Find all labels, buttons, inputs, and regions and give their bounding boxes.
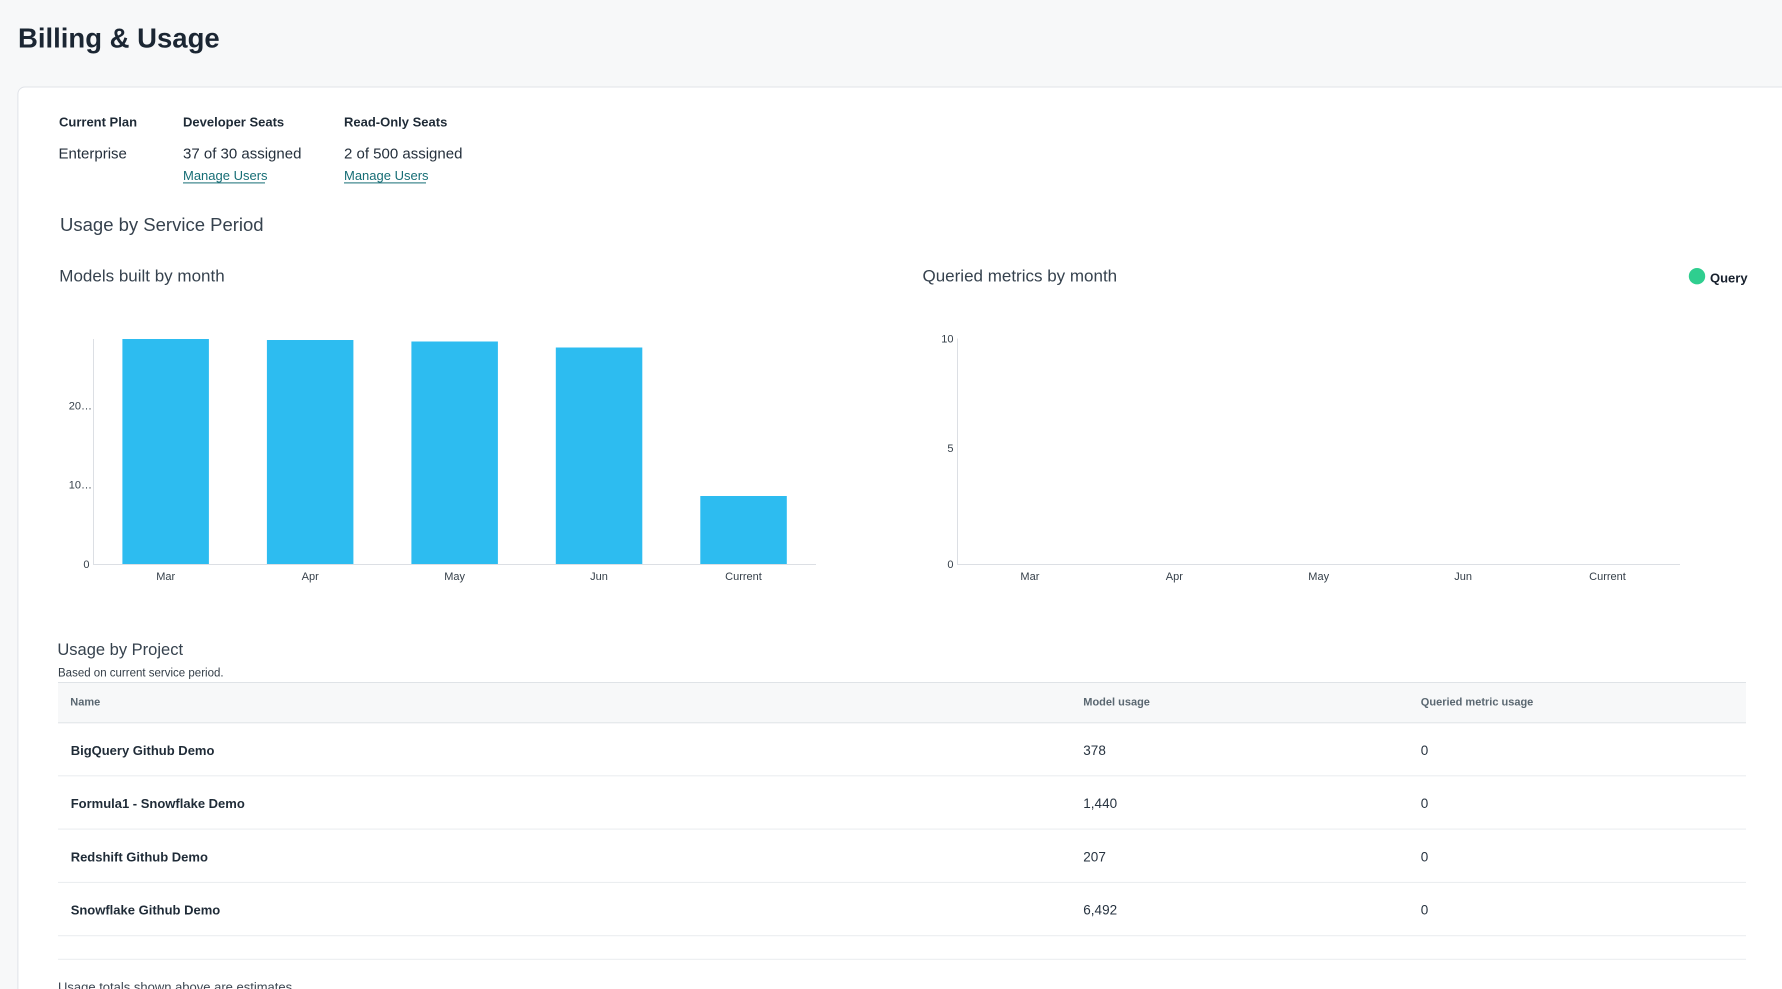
svg-text:5: 5 xyxy=(947,443,953,455)
svg-text:Manage Users: Manage Users xyxy=(344,168,429,183)
svg-text:Apr: Apr xyxy=(1166,571,1183,583)
svg-text:0: 0 xyxy=(1421,796,1429,811)
svg-text:378: 378 xyxy=(1083,743,1106,758)
svg-text:Mar: Mar xyxy=(1020,571,1039,583)
svg-text:Query: Query xyxy=(1710,271,1748,286)
svg-text:Jun: Jun xyxy=(1454,571,1472,583)
svg-text:0: 0 xyxy=(947,559,953,571)
svg-text:Based on current service perio: Based on current service period. xyxy=(58,667,224,679)
svg-text:Queried metric usage: Queried metric usage xyxy=(1421,697,1534,709)
svg-text:Usage by Service Period: Usage by Service Period xyxy=(60,214,264,235)
svg-text:May: May xyxy=(444,571,465,583)
svg-text:Billing & Usage: Billing & Usage xyxy=(18,22,220,53)
svg-text:Usage totals shown above are e: Usage totals shown above are estimates. xyxy=(58,980,296,989)
svg-text:Enterprise: Enterprise xyxy=(59,145,127,162)
svg-text:Name: Name xyxy=(70,697,100,709)
svg-text:Snowflake Github Demo: Snowflake Github Demo xyxy=(71,903,221,918)
svg-text:20…: 20… xyxy=(69,401,92,413)
svg-text:Manage Users: Manage Users xyxy=(183,168,268,183)
svg-text:May: May xyxy=(1308,571,1329,583)
svg-text:2 of 500 assigned: 2 of 500 assigned xyxy=(344,145,462,162)
svg-text:0: 0 xyxy=(83,559,89,571)
svg-text:10: 10 xyxy=(941,334,953,346)
svg-text:Queried metrics by month: Queried metrics by month xyxy=(923,267,1118,286)
svg-text:Read-Only Seats: Read-Only Seats xyxy=(344,115,447,130)
svg-text:Apr: Apr xyxy=(302,571,319,583)
svg-text:Redshift Github Demo: Redshift Github Demo xyxy=(71,849,208,864)
svg-text:0: 0 xyxy=(1421,903,1429,918)
svg-text:0: 0 xyxy=(1421,849,1429,864)
svg-text:Jun: Jun xyxy=(590,571,608,583)
svg-text:Current: Current xyxy=(1589,571,1626,583)
svg-text:37 of 30 assigned: 37 of 30 assigned xyxy=(183,145,301,162)
svg-text:Mar: Mar xyxy=(156,571,175,583)
svg-text:Current Plan: Current Plan xyxy=(59,115,137,130)
svg-text:0: 0 xyxy=(1421,743,1429,758)
svg-text:BigQuery Github Demo: BigQuery Github Demo xyxy=(71,743,215,758)
svg-text:6,492: 6,492 xyxy=(1083,903,1117,918)
svg-text:Current: Current xyxy=(725,571,762,583)
svg-text:10…: 10… xyxy=(69,480,92,492)
svg-text:Models built by month: Models built by month xyxy=(59,267,224,286)
svg-text:Model usage: Model usage xyxy=(1083,697,1150,709)
svg-text:Usage by Project: Usage by Project xyxy=(57,641,183,659)
svg-text:207: 207 xyxy=(1083,849,1106,864)
svg-text:Developer Seats: Developer Seats xyxy=(183,115,284,130)
svg-text:Formula1 - Snowflake Demo: Formula1 - Snowflake Demo xyxy=(71,796,245,811)
svg-text:1,440: 1,440 xyxy=(1083,796,1117,811)
